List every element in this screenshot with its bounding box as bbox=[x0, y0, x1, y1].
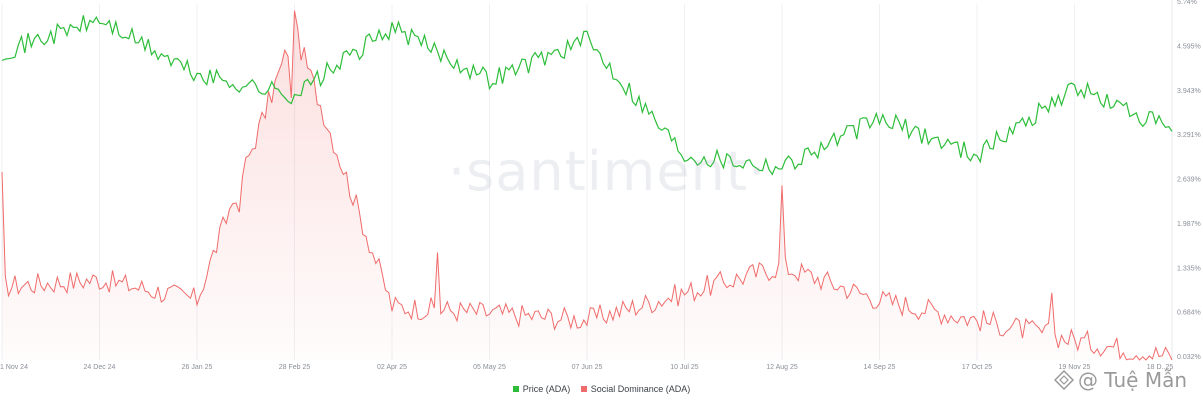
x-axis-ticks: 21 Nov 24 24 Dec 24 26 Jan 25 28 Feb 25 02 A… bbox=[0, 364, 1173, 371]
x-tick-label: 02 Apr 25 bbox=[377, 364, 407, 371]
legend-label-price: Price (ADA) bbox=[522, 384, 571, 394]
x-tick-label: 17 Oct 25 bbox=[962, 364, 992, 371]
credit-text: @ Tuệ Mẫn bbox=[1077, 368, 1187, 392]
legend-item-price[interactable]: Price (ADA) bbox=[512, 384, 571, 394]
diamond-logo-icon bbox=[1053, 370, 1074, 390]
author-credit: @ Tuệ Mẫn bbox=[1053, 368, 1187, 392]
x-tick-label: 07 Jun 25 bbox=[572, 364, 603, 371]
legend-item-social-dominance[interactable]: Social Dominance (ADA) bbox=[580, 384, 691, 394]
x-tick-label: 21 Nov 24 bbox=[0, 364, 28, 371]
y-tick-label: 1.987% bbox=[1177, 221, 1201, 228]
x-tick-label: 18 D..25 bbox=[1147, 364, 1174, 371]
y-tick-label: 0.032% bbox=[1177, 354, 1201, 361]
x-tick-label: 10 Jul 25 bbox=[670, 364, 699, 371]
y-tick-label: 3.943% bbox=[1177, 88, 1201, 95]
price-line bbox=[1, 15, 1173, 176]
legend-swatch-price bbox=[512, 386, 519, 392]
x-tick-label: 05 May 25 bbox=[473, 364, 506, 371]
y-tick-label: 0.684% bbox=[1177, 310, 1201, 317]
y-tick-label: 2.639% bbox=[1177, 177, 1201, 184]
legend: Price (ADA) Social Dominance (ADA) bbox=[0, 384, 1203, 394]
santiment-watermark: ·santiment· bbox=[448, 140, 767, 203]
x-tick-label: 14 Sep 25 bbox=[864, 364, 896, 371]
y-tick-label: 4.595% bbox=[1177, 43, 1201, 50]
legend-label-social-dominance: Social Dominance (ADA) bbox=[590, 384, 691, 394]
social-dominance-area bbox=[2, 10, 1172, 360]
x-tick-label: 28 Feb 25 bbox=[279, 364, 311, 371]
y-axis-ticks: 5.?4% 4.595% 3.943% 3.291% 2.639% 1.987% 1.335… bbox=[1177, 0, 1201, 361]
y-tick-label: 1.335% bbox=[1177, 265, 1201, 272]
legend-swatch-social-dominance bbox=[580, 386, 587, 392]
x-tick-label: 26 Jan 25 bbox=[182, 364, 213, 371]
x-tick-label: 24 Dec 24 bbox=[84, 364, 116, 371]
y-tick-label: 5.?4% bbox=[1177, 0, 1197, 6]
x-tick-label: 12 Aug 25 bbox=[766, 364, 798, 371]
x-tick-label: 19 Nov 25 bbox=[1059, 364, 1091, 371]
y-tick-label: 3.291% bbox=[1177, 132, 1201, 139]
social-dominance-line bbox=[1, 10, 1173, 361]
